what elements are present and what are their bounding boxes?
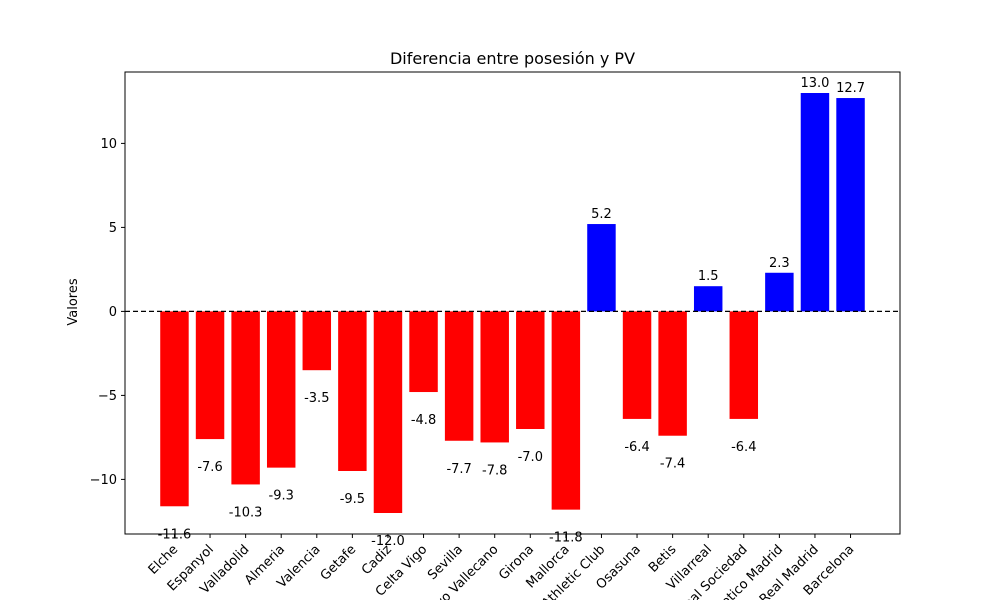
value-label: -7.7 bbox=[446, 462, 471, 477]
y-axis: −10 −5 0 5 10 bbox=[90, 137, 125, 488]
value-label: -9.3 bbox=[269, 489, 294, 504]
value-label: -7.0 bbox=[518, 450, 543, 465]
y-tick-label: 10 bbox=[100, 137, 117, 152]
bar-espanyol bbox=[195, 311, 225, 440]
bar-sevilla bbox=[444, 311, 474, 441]
value-label: -12.0 bbox=[371, 534, 405, 549]
bar-athletic-club bbox=[587, 224, 616, 312]
value-label: 13.0 bbox=[800, 76, 829, 91]
x-axis: ElcheEspanyolValladolidAlmeriaValenciaGe… bbox=[146, 534, 857, 600]
value-label: 12.7 bbox=[836, 81, 865, 96]
value-label: -6.4 bbox=[624, 440, 649, 455]
value-label: 5.2 bbox=[591, 207, 612, 222]
bar-valladolid bbox=[231, 311, 260, 485]
value-labels-group: -11.6-7.6-10.3-9.3-3.5-9.5-12.0-4.8-7.7-… bbox=[158, 76, 865, 549]
y-axis-label: Valores bbox=[66, 278, 81, 325]
bar-rayo-vallecano bbox=[480, 311, 509, 443]
bar-celta-vigo bbox=[409, 311, 438, 393]
bar-valencia bbox=[302, 311, 332, 371]
bar-elche bbox=[160, 311, 189, 507]
bar-cadiz bbox=[373, 311, 403, 513]
y-tick-label: −5 bbox=[98, 389, 117, 404]
value-label: 1.5 bbox=[698, 269, 719, 284]
bar-betis bbox=[658, 311, 687, 436]
value-label: 2.3 bbox=[769, 256, 790, 271]
value-label: -7.6 bbox=[197, 460, 222, 475]
y-tick-label: −10 bbox=[90, 473, 117, 488]
value-label: -4.8 bbox=[411, 413, 436, 428]
bar-barcelona bbox=[836, 98, 865, 312]
bar-real-madrid bbox=[800, 93, 830, 312]
value-label: -7.8 bbox=[482, 463, 507, 478]
bar-almeria bbox=[266, 311, 296, 468]
bar-atletico-madrid bbox=[765, 272, 794, 312]
bar-real-sociedad bbox=[729, 311, 759, 419]
bar-mallorca bbox=[551, 311, 581, 510]
bar-getafe bbox=[338, 311, 367, 471]
y-tick-label: 0 bbox=[109, 305, 117, 320]
bar-girona bbox=[516, 311, 545, 429]
y-tick-label: 5 bbox=[109, 221, 117, 236]
chart-title: Diferencia entre posesión y PV bbox=[390, 49, 635, 68]
value-label: -3.5 bbox=[304, 391, 329, 406]
plot-frame bbox=[124, 71, 901, 535]
x-tick-label: Betis bbox=[646, 542, 680, 576]
value-label: -9.5 bbox=[340, 492, 365, 507]
value-label: -6.4 bbox=[731, 440, 756, 455]
value-label: -11.8 bbox=[549, 531, 583, 546]
bars-group bbox=[160, 93, 865, 513]
bar-osasuna bbox=[622, 311, 652, 419]
value-label: -7.4 bbox=[660, 457, 685, 472]
bar-villarreal bbox=[693, 286, 723, 312]
x-tick-label: Getafe bbox=[318, 542, 360, 584]
value-label: -10.3 bbox=[229, 505, 263, 520]
